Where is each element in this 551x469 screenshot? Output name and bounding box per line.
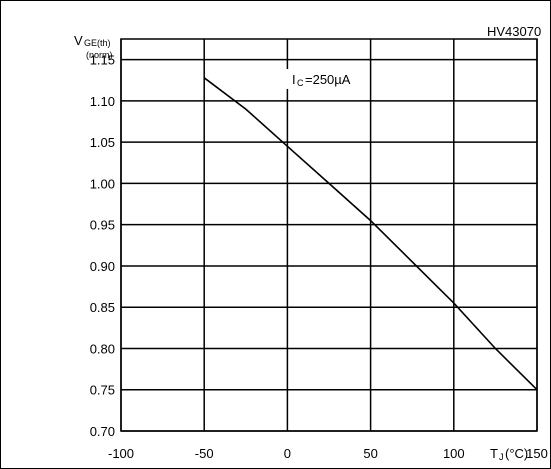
xlabel-main: T — [490, 446, 498, 461]
series-line — [203, 77, 538, 391]
x-tick-label: -50 — [195, 446, 214, 461]
xlabel-sub: J — [499, 452, 504, 462]
y-tick-label: 0.70 — [90, 424, 115, 439]
y-tick-label: 1.15 — [90, 53, 115, 68]
x-axis-label: T J (°C) — [490, 446, 528, 462]
y-tick-label: 0.75 — [90, 383, 115, 398]
annotation: I C =250µA — [283, 69, 369, 89]
annotation-value: =250µA — [305, 72, 351, 87]
annotation-main: I — [292, 72, 296, 87]
ylabel-main: V — [74, 33, 83, 48]
y-axis-label: V GE(th) (norm) — [74, 33, 113, 60]
annotation-sub: C — [297, 78, 304, 88]
x-tick-label: -100 — [108, 446, 134, 461]
x-tick-label: 50 — [363, 446, 377, 461]
y-tick-label: 0.95 — [90, 218, 115, 233]
figure-code: HV43070 — [487, 24, 541, 39]
x-tick-label: 150 — [526, 446, 548, 461]
xlabel-unit: (°C) — [505, 446, 528, 461]
x-tick-label: 100 — [443, 446, 465, 461]
ylabel-sub: GE(th) — [84, 38, 111, 48]
ylabel-note: (norm) — [86, 50, 113, 60]
y-tick-label: 1.05 — [90, 135, 115, 150]
figure-code-text: HV43070 — [487, 24, 541, 39]
y-tick-label: 0.90 — [90, 259, 115, 274]
grid — [120, 39, 538, 432]
y-tick-label: 1.00 — [90, 176, 115, 191]
x-tick-label: 0 — [284, 446, 291, 461]
y-ticks: 0.70 0.75 0.80 0.85 0.90 0.95 1.00 1.05 1.10 1.15 — [90, 53, 115, 439]
y-tick-label: 0.85 — [90, 300, 115, 315]
x-ticks: -100 -50 0 50 100 150 — [108, 446, 548, 461]
y-tick-label: 0.80 — [90, 341, 115, 356]
plot-border — [120, 38, 538, 432]
y-tick-label: 1.10 — [90, 94, 115, 109]
